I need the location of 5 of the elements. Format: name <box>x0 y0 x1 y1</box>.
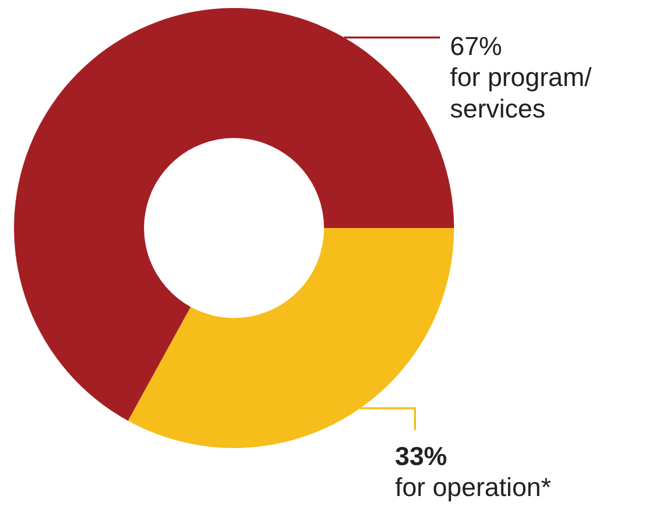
slice-label: for program/ services <box>450 62 592 124</box>
data-label: 33% <box>395 441 448 471</box>
data-label: 67% <box>450 31 502 61</box>
donut-slice <box>128 228 454 448</box>
slice-label: for operation* <box>395 472 552 502</box>
